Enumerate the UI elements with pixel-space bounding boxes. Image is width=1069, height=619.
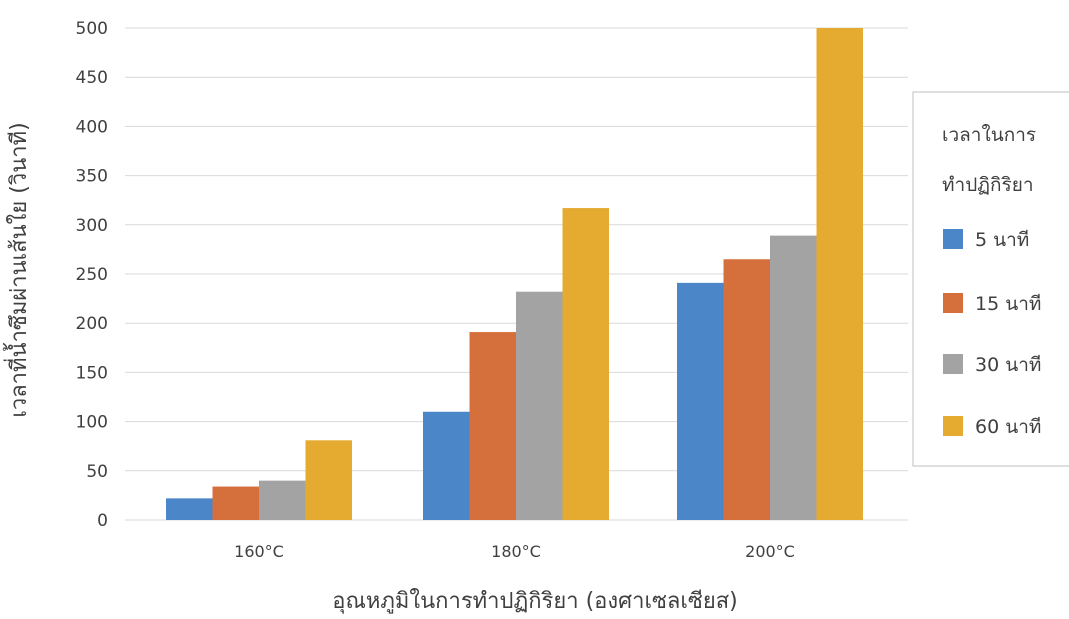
y-tick-label: 0 xyxy=(97,511,108,531)
y-tick-label: 250 xyxy=(76,265,108,285)
legend-title-line1: เวลาในการ xyxy=(942,124,1036,146)
bar xyxy=(770,235,817,520)
y-axis-title: เวลาที่น้ำซึมผ่านเส้นใย (วินาที) xyxy=(3,122,32,417)
bar xyxy=(259,480,306,520)
x-axis-categories: 160°C 180°C 200°C xyxy=(234,542,795,561)
x-tick-label: 180°C xyxy=(491,542,541,561)
bar xyxy=(816,28,863,520)
y-tick-label: 300 xyxy=(76,216,108,236)
bar xyxy=(677,282,724,520)
legend-swatch xyxy=(943,354,963,374)
legend-swatch xyxy=(943,416,963,436)
bar xyxy=(469,332,516,520)
y-tick-label: 350 xyxy=(76,167,108,187)
legend-swatch xyxy=(943,293,963,313)
y-axis-ticks: 0 50 100 150 200 250 300 350 400 450 500 xyxy=(76,19,108,531)
bar xyxy=(516,291,563,520)
legend: เวลาในการ ทำปฏิกิริยา 5 นาที 15 นาที 30 นา… xyxy=(912,91,1069,467)
x-axis-title: อุณหภูมิในการทำปฏิกิริยา (องศาเซลเซียส) xyxy=(332,588,738,614)
bar xyxy=(166,498,213,520)
bar xyxy=(423,411,470,520)
y-tick-label: 200 xyxy=(76,314,108,334)
y-tick-label: 400 xyxy=(76,117,108,137)
y-tick-label: 450 xyxy=(76,68,108,88)
y-tick-label: 500 xyxy=(76,19,108,39)
bar xyxy=(562,208,609,520)
y-tick-label: 100 xyxy=(76,413,108,433)
legend-label: 15 นาที xyxy=(975,293,1041,315)
legend-label: 30 นาที xyxy=(975,354,1041,376)
y-tick-label: 50 xyxy=(86,462,108,482)
legend-label: 5 นาที xyxy=(975,229,1029,251)
x-tick-label: 160°C xyxy=(234,542,284,561)
x-tick-label: 200°C xyxy=(745,542,795,561)
legend-swatch xyxy=(943,229,963,249)
y-tick-label: 150 xyxy=(76,363,108,383)
bar xyxy=(305,440,352,520)
bar xyxy=(212,486,259,520)
bars xyxy=(166,28,863,520)
legend-label: 60 นาที xyxy=(975,416,1041,438)
legend-title-line2: ทำปฏิกิริยา xyxy=(942,174,1034,196)
legend-frame xyxy=(912,91,1069,467)
bar xyxy=(723,259,770,520)
legend-items: 5 นาที 15 นาที 30 นาที 60 นาที xyxy=(943,229,1041,438)
